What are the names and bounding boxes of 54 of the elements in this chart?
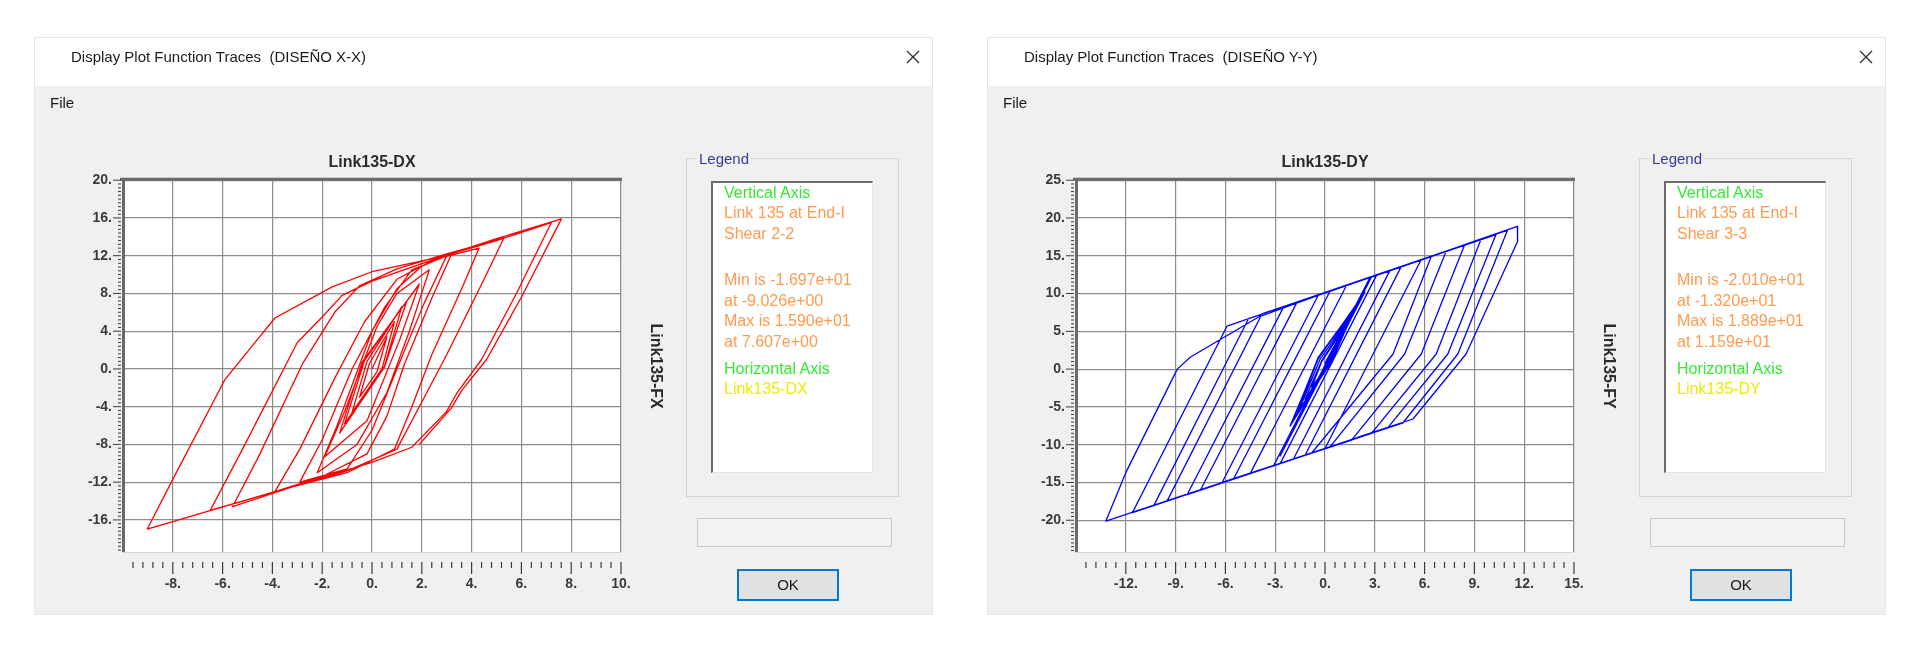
x-tick-label: -2. [314, 575, 331, 592]
x-tick-label: -3. [1267, 575, 1284, 592]
y-tick-label: 20. [92, 171, 112, 188]
y-tick-label: 15. [1045, 246, 1065, 263]
y-tick-label: 16. [92, 208, 112, 225]
y-tick-label: 8. [100, 284, 112, 301]
x-tick-label: -9. [1167, 575, 1184, 592]
x-tick-label: 15. [1564, 575, 1584, 592]
x-tick-label: 0. [366, 575, 378, 592]
x-tick-label: 9. [1468, 575, 1481, 592]
y-tick-label: 12. [92, 246, 112, 263]
y-axis-title: Link135-FY [1600, 323, 1618, 410]
x-tick-label: 8. [565, 575, 578, 592]
y-tick-label: 25. [1045, 171, 1065, 188]
text: Display Plot Function Traces (DISEÑO X-X) [71, 47, 367, 67]
x-tick-label: 6. [1418, 575, 1431, 592]
x-tick-label: -6. [214, 575, 231, 592]
x-tick-label: -12. [1113, 575, 1138, 592]
x-tick-label: 0. [1319, 575, 1331, 592]
x-tick-label: 3. [1368, 575, 1381, 592]
ok-button: OK [737, 569, 839, 601]
x-tick-label: -6. [1217, 575, 1234, 592]
chart-title: Link135-DX [328, 153, 416, 171]
y-tick-label: -10. [1040, 435, 1065, 452]
info-box: Vertical Axis Link 135 at End-I Shear 3-3 Min is -2.010e+01 at -1.320e+01 Max is 1.889e+01 at 1.159e+01 Horizontal Axis Link135-DY [1664, 181, 1826, 473]
x-tick-label: 2. [415, 575, 428, 592]
x-tick-label: 10. [611, 575, 631, 592]
text: Legend [697, 149, 752, 169]
y-tick-label: -20. [1040, 511, 1065, 528]
x-tick-label: 12. [1514, 575, 1534, 592]
text: File [1003, 93, 1028, 113]
y-tick-label: 0. [100, 359, 112, 376]
y-tick-label: -15. [1040, 473, 1065, 490]
y-tick-label: -5. [1048, 397, 1065, 414]
info-box: Vertical Axis Link 135 at End-I Shear 2-2 Min is -1.697e+01 at -9.026e+00 Max is 1.590e+01 at 7.607e+00 Horizontal Axis Link135-DX [711, 181, 873, 473]
y-axis-title: Link135-FX [647, 323, 665, 410]
x-tick-label: 4. [465, 575, 478, 592]
y-tick-label: -12. [87, 473, 112, 490]
y-tick-label: -16. [87, 510, 112, 527]
y-tick-label: 0. [1053, 359, 1065, 376]
y-tick-label: 5. [1053, 322, 1065, 339]
x-tick-label: -8. [164, 575, 181, 592]
x-tick-label: -4. [264, 575, 281, 592]
text: File [50, 93, 75, 113]
ok-button: OK [1690, 569, 1792, 601]
chart-title: Link135-DY [1281, 153, 1369, 171]
y-tick-label: 4. [100, 322, 112, 339]
x-tick-label: 6. [515, 575, 528, 592]
y-tick-label: 20. [1045, 208, 1065, 225]
text: Display Plot Function Traces (DISEÑO Y-Y) [1024, 47, 1318, 67]
y-tick-label: 10. [1045, 284, 1065, 301]
text: Legend [1650, 149, 1705, 169]
y-tick-label: -4. [95, 397, 112, 414]
y-tick-label: -8. [95, 435, 112, 452]
